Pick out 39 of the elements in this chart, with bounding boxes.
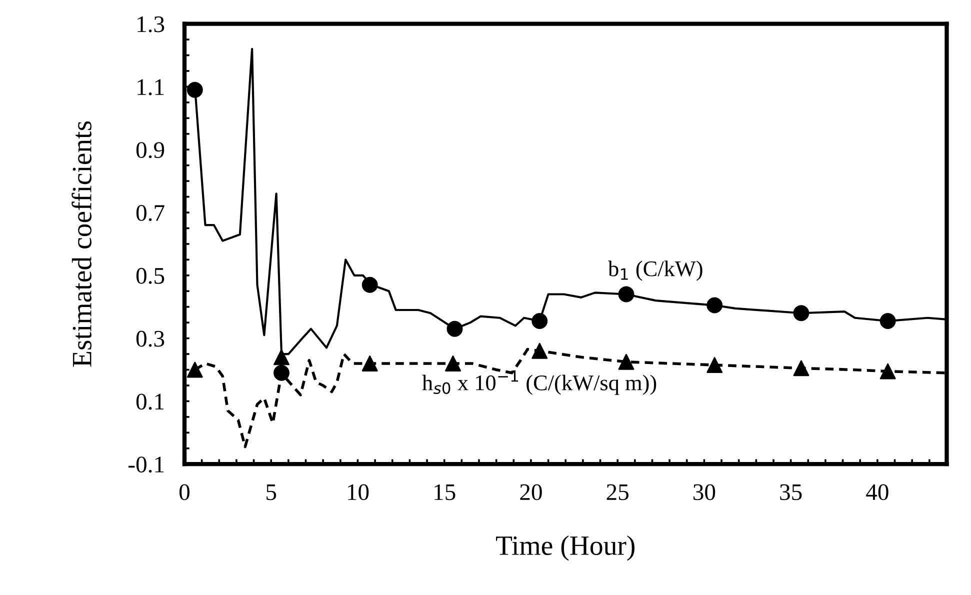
point bbox=[186, 82, 203, 98]
x-axis-title: Time (Hour) bbox=[496, 536, 634, 561]
x-tick-label: 20 bbox=[520, 484, 542, 500]
point bbox=[532, 342, 548, 359]
x-tick-label: 35 bbox=[780, 484, 802, 500]
series-label: h$_{s0}$ x 10$^{−1}$ (C/(kW/sq m)) bbox=[422, 370, 656, 395]
series-label: b$_{1}$ (C/kW) bbox=[608, 260, 702, 281]
point bbox=[618, 286, 634, 302]
x-tick-label: 40 bbox=[866, 484, 888, 500]
x-tick-label: 10 bbox=[348, 484, 369, 500]
point bbox=[274, 349, 290, 366]
x-tick-label: 30 bbox=[694, 484, 716, 500]
point bbox=[445, 355, 461, 372]
point bbox=[793, 305, 810, 322]
point bbox=[446, 320, 463, 337]
y-axis-title: Estimated coefficients bbox=[72, 121, 92, 367]
point bbox=[362, 276, 378, 293]
y-tick-label: 1.1 bbox=[138, 79, 164, 96]
point bbox=[880, 313, 896, 329]
x-tick-label: 5 bbox=[266, 484, 276, 500]
point bbox=[793, 360, 810, 376]
x-tick-label: 25 bbox=[606, 484, 628, 500]
y-tick-label: 0.7 bbox=[136, 204, 164, 222]
point bbox=[532, 313, 548, 329]
point bbox=[362, 355, 378, 372]
point bbox=[186, 362, 203, 378]
y-tick-label: 0.9 bbox=[136, 142, 164, 158]
x-tick-label: 15 bbox=[434, 484, 456, 500]
y-tick-label: 1.3 bbox=[138, 16, 164, 32]
y-tick-label: 0.5 bbox=[136, 268, 164, 284]
point bbox=[880, 363, 896, 380]
x-tick-label: 0 bbox=[179, 484, 190, 500]
point bbox=[706, 357, 723, 374]
y-tick-label: -0.1 bbox=[128, 456, 164, 473]
point bbox=[706, 297, 723, 314]
y-tick-label: 0.3 bbox=[136, 330, 164, 347]
point bbox=[618, 354, 634, 370]
point bbox=[274, 364, 290, 381]
y-tick-label: 0.1 bbox=[136, 394, 164, 410]
